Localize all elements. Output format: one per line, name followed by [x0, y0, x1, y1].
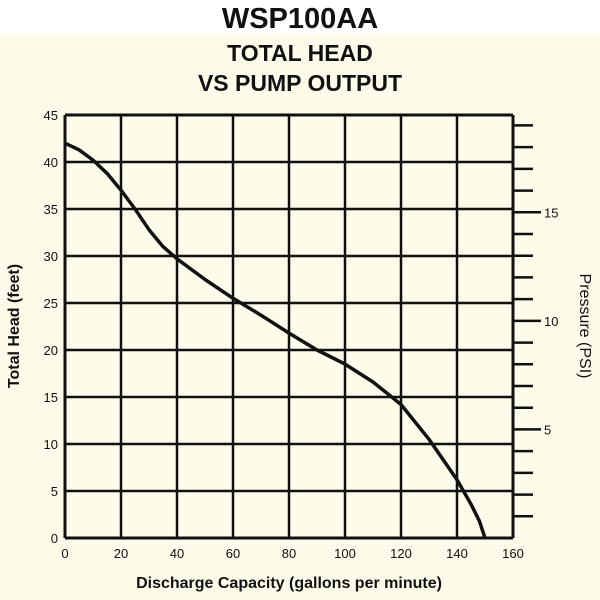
y2-tick-label: 10: [544, 314, 558, 329]
y-axis-label: Total Head (feet): [6, 264, 23, 388]
x-tick-label: 160: [502, 546, 524, 561]
model-title: WSP100AA: [221, 3, 379, 35]
y2-tick-label: 5: [544, 422, 551, 437]
y-tick-label: 25: [44, 296, 58, 311]
y-tick-label: 15: [44, 390, 58, 405]
y-tick-label: 5: [51, 484, 58, 499]
header-band: [0, 0, 600, 34]
x-axis-label: Discharge Capacity (gallons per minute): [136, 575, 442, 592]
x-tick-label: 20: [114, 546, 128, 561]
y-tick-label: 0: [51, 531, 58, 546]
x-tick-label: 80: [282, 546, 296, 561]
x-tick-label: 60: [226, 546, 240, 561]
x-tick-label: 40: [170, 546, 184, 561]
y-tick-label: 35: [44, 202, 58, 217]
chart-title-line-2: VS PUMP OUTPUT: [197, 70, 403, 96]
x-tick-label: 120: [390, 546, 412, 561]
y-tick-label: 40: [44, 155, 58, 170]
y2-tick-label: 15: [544, 205, 558, 220]
head-capacity-curve: [64, 141, 487, 539]
y-tick-label: 10: [44, 437, 58, 452]
y-tick-label: 30: [44, 249, 58, 264]
x-tick-label: 100: [334, 546, 356, 561]
x-tick-label: 0: [61, 546, 68, 561]
y-tick-label: 20: [44, 343, 58, 358]
y-tick-label: 45: [44, 108, 58, 123]
chart-title-line-1: TOTAL HEAD: [227, 40, 373, 66]
x-tick-label: 140: [446, 546, 468, 561]
y2-axis-label: Pressure (PSI): [576, 274, 593, 379]
